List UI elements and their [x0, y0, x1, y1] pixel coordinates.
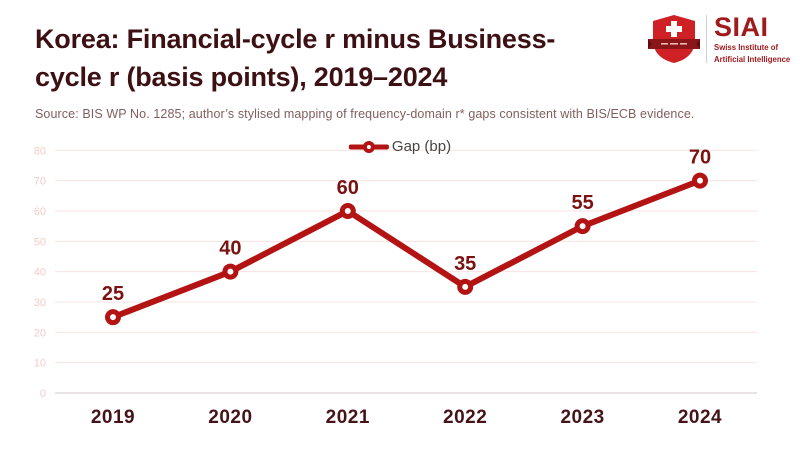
- legend-label: Gap (bp): [391, 138, 452, 155]
- y-tick-label: 50: [34, 236, 46, 248]
- siai-logo: SIAI Swiss Institute of Artificial Intel…: [648, 13, 790, 65]
- y-tick-label: 70: [34, 176, 46, 188]
- ribbon-text-marks: [661, 43, 687, 45]
- data-point-marker: [105, 309, 121, 326]
- ribbon-fold-left: [648, 39, 652, 49]
- x-tick-label: 2019: [91, 407, 135, 428]
- logo-name-line2: Artificial Intelligence: [714, 54, 791, 64]
- series-line: [110, 177, 703, 321]
- x-tick-label: 2021: [326, 407, 370, 428]
- ribbon-fold-right: [696, 39, 700, 49]
- logo-text: SIAI Swiss Institute of Artificial Intel…: [714, 14, 790, 64]
- data-point-marker: [457, 278, 474, 295]
- data-point-marker: [574, 218, 591, 235]
- page-title-line2: cycle r (basis points), 2019–2024: [35, 62, 448, 92]
- y-tick-label: 30: [34, 297, 46, 309]
- y-tick-label: 40: [34, 267, 46, 279]
- chart-legend: Gap (bp): [348, 138, 452, 155]
- page-title-line1: Korea: Financial-cycle r minus Business-: [35, 24, 556, 54]
- data-point-label: 40: [219, 238, 241, 260]
- x-tick-label: 2020: [208, 407, 252, 428]
- y-tick-label: 10: [34, 358, 46, 370]
- page-title: Korea: Financial-cycle r minus Business-…: [35, 20, 555, 96]
- logo-divider: [706, 15, 707, 63]
- y-tick-label: 80: [34, 145, 46, 157]
- logo-acronym: SIAI: [714, 12, 769, 42]
- data-point-label: 60: [337, 177, 359, 199]
- logo-name-line1: Swiss Institute of: [714, 43, 779, 52]
- data-point-label: 55: [571, 192, 593, 214]
- y-tick-label: 20: [34, 327, 46, 339]
- x-tick-label: 2023: [560, 407, 604, 428]
- data-point-label: 25: [102, 283, 124, 305]
- data-point-label: 35: [454, 253, 476, 275]
- source-note: Source: BIS WP No. 1285; author’s stylis…: [35, 107, 695, 121]
- data-point-label: 70: [689, 147, 711, 169]
- data-point-marker: [692, 172, 708, 189]
- siai-shield-icon: [648, 15, 700, 63]
- data-point-marker: [339, 202, 356, 219]
- legend-line-marker-icon: [348, 140, 389, 153]
- x-tick-label: 2022: [443, 407, 487, 428]
- y-tick-label: 60: [34, 206, 46, 218]
- x-tick-label: 2024: [678, 407, 722, 428]
- data-point-marker: [222, 263, 239, 280]
- shield-cross-horizontal: [666, 26, 682, 32]
- y-tick-label: 0: [40, 388, 46, 400]
